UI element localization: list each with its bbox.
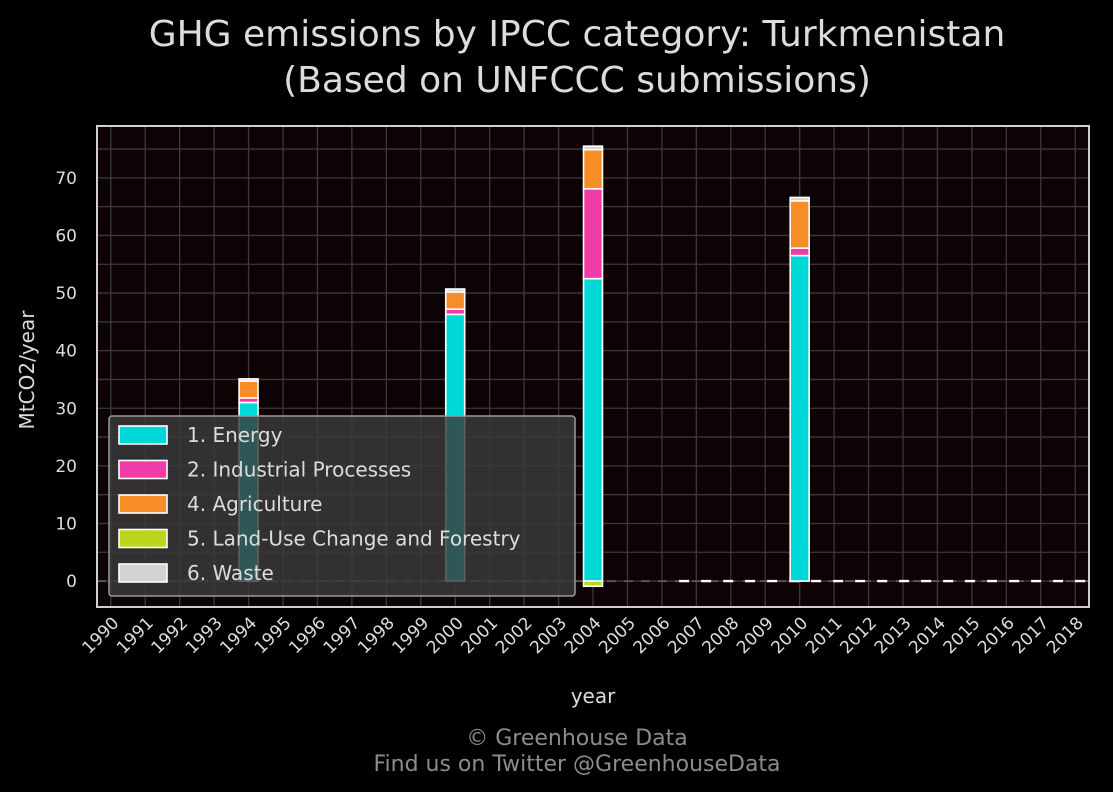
x-tick-label: 2002 — [492, 613, 537, 658]
y-tick-label: 50 — [55, 284, 77, 304]
x-tick-label: 2007 — [664, 613, 709, 658]
x-tick-label: 1996 — [285, 613, 330, 658]
bar-segment — [789, 247, 810, 257]
bar-segment — [582, 580, 604, 588]
x-tick-label: 1998 — [354, 613, 399, 658]
bar-segment — [789, 200, 810, 249]
x-tick-label: 2004 — [561, 613, 606, 658]
x-tick-label: 2010 — [767, 613, 812, 658]
y-tick-label: 0 — [66, 572, 77, 592]
x-tick-label: 2018 — [1043, 613, 1088, 658]
plot-frame — [96, 125, 1090, 608]
legend-label: 1. Energy — [187, 423, 283, 447]
legend-swatch — [118, 494, 168, 514]
bar-segment — [444, 288, 466, 293]
x-tick-label: 1997 — [320, 613, 365, 658]
x-tick-label: 2001 — [457, 613, 502, 658]
y-tick-label: 20 — [55, 457, 77, 477]
footer-twitter: Find us on Twitter @GreenhouseData — [373, 752, 780, 777]
x-tick-label: 1993 — [182, 613, 227, 658]
y-tick-label: 60 — [55, 226, 77, 246]
bar-segment — [789, 254, 810, 582]
x-tick-label: 1990 — [79, 613, 124, 658]
bar-segment — [238, 378, 259, 382]
x-tick-label: 1994 — [216, 613, 261, 658]
bar-segment — [582, 145, 604, 151]
x-tick-label: 2014 — [905, 613, 950, 658]
y-tick-label: 30 — [55, 399, 77, 419]
x-tick-label: 2017 — [1009, 613, 1054, 658]
x-tick-label: 2009 — [733, 613, 778, 658]
y-tick-label: 40 — [55, 342, 77, 362]
bar-segment — [582, 148, 604, 190]
x-axis-ticks: 1990199119921993199419951996199719981999… — [79, 613, 1088, 658]
x-tick-label: 2015 — [940, 613, 985, 658]
x-tick-label: 2012 — [836, 613, 881, 658]
x-tick-label: 1991 — [113, 613, 158, 658]
legend-swatch — [118, 528, 168, 549]
bar-segment — [582, 277, 604, 582]
x-tick-label: 2000 — [423, 613, 468, 658]
bar-segment — [444, 291, 466, 310]
x-tick-label: 2008 — [699, 613, 744, 658]
legend: 1. Energy 2. Industrial Processes 4. Agric… — [108, 415, 576, 597]
bar-segment — [582, 187, 604, 280]
legend-label: 5. Land-Use Change and Forestry — [187, 527, 521, 551]
legend-swatch — [118, 425, 168, 445]
x-tick-label: 2005 — [595, 613, 640, 658]
chart-title: GHG emissions by IPCC category: Turkmeni… — [149, 14, 1006, 55]
chart-subtitle: (Based on UNFCCC submissions) — [283, 60, 871, 101]
x-axis-label: year — [571, 684, 616, 708]
bar-segment — [789, 196, 810, 202]
x-tick-label: 2011 — [802, 613, 847, 658]
footer-copyright: © Greenhouse Data — [466, 726, 687, 751]
legend-swatch — [118, 459, 168, 480]
x-tick-label: 1999 — [389, 613, 434, 658]
y-tick-label: 10 — [55, 514, 77, 534]
legend-label: 4. Agriculture — [187, 492, 322, 516]
y-tick-label: 70 — [55, 169, 77, 189]
x-tick-label: 2013 — [871, 613, 916, 658]
legend-label: 6. Waste — [187, 561, 274, 585]
bar-segment — [238, 380, 259, 399]
x-tick-label: 2016 — [974, 613, 1019, 658]
x-tick-label: 1995 — [251, 613, 296, 658]
legend-label: 2. Industrial Processes — [187, 458, 411, 482]
x-tick-label: 2006 — [630, 613, 675, 658]
x-tick-label: 2003 — [526, 613, 571, 658]
legend-swatch — [118, 563, 168, 583]
y-axis-label: MtCO2/year — [15, 310, 39, 430]
x-tick-label: 1992 — [147, 613, 192, 658]
y-axis-ticks: 0 10 20 30 40 50 60 70 — [55, 169, 77, 592]
legend-box — [108, 415, 576, 597]
